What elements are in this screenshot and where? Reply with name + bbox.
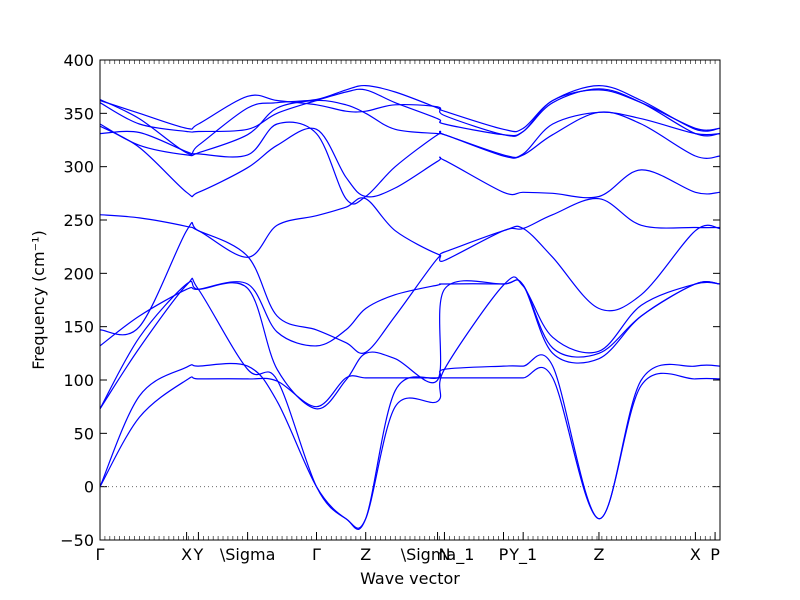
x-tick-label: Γ: [96, 545, 105, 564]
x-tick-label: X: [690, 545, 701, 564]
dispersion-branches: [99, 84, 721, 531]
y-tick-label: 300: [63, 158, 94, 177]
dispersion-branch-line: [99, 88, 721, 137]
y-tick-label: 200: [63, 264, 94, 283]
x-axis-label: Wave vector: [360, 569, 460, 588]
y-tick-labels: −50 0 50 100 150 200 250 300 350 400: [60, 51, 94, 550]
x-tick-label: X: [181, 545, 192, 564]
y-tick-label: 350: [63, 104, 94, 123]
y-tick-label: 100: [63, 371, 94, 390]
tick-marks: [99, 59, 721, 541]
y-tick-label: −50: [60, 531, 94, 550]
plot-frame: [99, 59, 721, 541]
x-tick-label: P: [710, 545, 720, 564]
dispersion-branch-line: [99, 198, 721, 354]
y-tick-label: 400: [63, 51, 94, 70]
dispersion-branch-line: [99, 125, 721, 199]
x-tick-label: Y: [193, 545, 204, 564]
x-tick-label: P: [499, 545, 509, 564]
x-tick-labels: Γ X Y \Sigma Γ Z \Sigma_1N P Y_1 Z X P: [96, 545, 721, 565]
y-axis-label: Frequency (cm⁻¹): [29, 230, 48, 369]
dispersion-branch-line: [99, 89, 721, 137]
y-tick-label: 50: [74, 424, 94, 443]
dispersion-branch-line: [99, 354, 721, 531]
y-tick-label: 250: [63, 211, 94, 230]
dispersion-branch-line: [99, 279, 721, 364]
x-tick-label: Z: [593, 545, 604, 564]
y-tick-label: 0: [84, 478, 94, 497]
y-tick-label: 150: [63, 318, 94, 337]
x-tick-label: Z: [360, 545, 371, 564]
x-tick-label: Γ: [312, 545, 321, 564]
dispersion-branch-line: [99, 84, 721, 156]
x-tick-label: N: [438, 545, 450, 564]
x-tick-label: \Sigma_1: [401, 545, 475, 565]
plot-background: [100, 60, 720, 540]
dispersion-branch-line: [99, 99, 721, 159]
x-tick-label: \Sigma: [220, 545, 276, 564]
x-tick-label: Y_1: [508, 545, 537, 565]
